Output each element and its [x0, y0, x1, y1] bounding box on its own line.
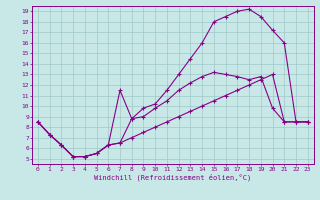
X-axis label: Windchill (Refroidissement éolien,°C): Windchill (Refroidissement éolien,°C) — [94, 173, 252, 181]
